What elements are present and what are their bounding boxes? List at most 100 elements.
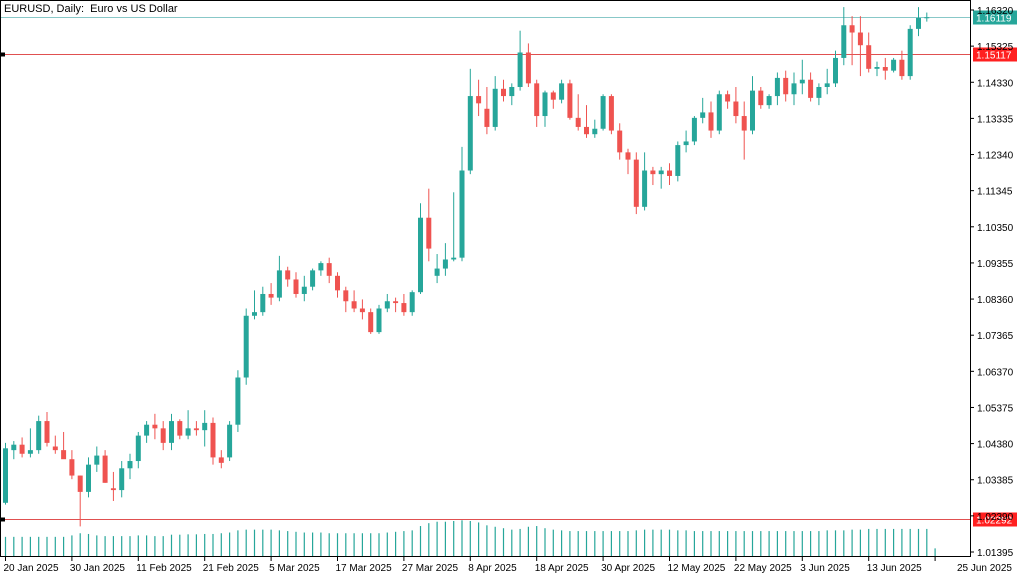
candle-body bbox=[808, 79, 814, 98]
candle-body bbox=[783, 77, 789, 95]
x-tick-label: 18 Apr 2025 bbox=[535, 563, 589, 574]
x-tick-label: 3 Jun 2025 bbox=[800, 563, 850, 574]
candle-body bbox=[517, 52, 523, 87]
candle-body bbox=[642, 170, 648, 207]
candle-body bbox=[210, 422, 216, 458]
candle-body bbox=[592, 128, 598, 135]
x-tick-label: 30 Apr 2025 bbox=[601, 563, 655, 574]
candle-body bbox=[534, 83, 540, 117]
candle-body bbox=[102, 455, 108, 483]
candle-body bbox=[484, 108, 490, 127]
candle-body bbox=[575, 117, 581, 127]
candle-body bbox=[27, 450, 33, 454]
candle-body bbox=[86, 464, 91, 492]
candle-body bbox=[202, 422, 208, 431]
candle-body bbox=[501, 88, 506, 97]
x-tick-label: 8 Apr 2025 bbox=[468, 563, 517, 574]
candle-body bbox=[700, 112, 706, 118]
candle-body bbox=[725, 94, 731, 102]
candle-body bbox=[866, 45, 872, 69]
candle-body bbox=[326, 263, 332, 276]
candle-body bbox=[335, 275, 340, 291]
candle-body bbox=[799, 79, 805, 84]
candle-body bbox=[658, 170, 664, 175]
candle-body bbox=[61, 450, 67, 460]
y-tick-label: 1.03385 bbox=[977, 476, 1014, 487]
candle-body bbox=[185, 428, 191, 436]
candle-body bbox=[766, 96, 772, 106]
candle-body bbox=[459, 170, 465, 258]
x-tick-label: 11 Feb 2025 bbox=[136, 563, 192, 574]
x-tick-label: 25 Jun 2025 bbox=[957, 563, 1012, 574]
candles bbox=[3, 7, 930, 527]
x-tick-label: 17 Mar 2025 bbox=[336, 563, 393, 574]
candle-body bbox=[11, 444, 17, 451]
time-axis: 20 Jan 2025 30 Jan 2025 11 Feb 2025 21 Feb … bbox=[4, 557, 1012, 574]
x-tick-label: 5 Mar 2025 bbox=[269, 563, 320, 574]
candle-body bbox=[351, 301, 357, 309]
line-anchor-marker bbox=[1, 52, 5, 57]
candle-body bbox=[252, 312, 257, 316]
candle-body bbox=[758, 90, 764, 106]
candle-body bbox=[426, 217, 432, 249]
horizontal-lines bbox=[0, 17, 970, 522]
candle-body bbox=[650, 170, 656, 175]
y-tick-label: 1.09355 bbox=[977, 259, 1014, 270]
candle-body bbox=[177, 421, 183, 436]
price-label-box bbox=[973, 47, 1017, 62]
price-label: 1.15117 bbox=[976, 51, 1012, 62]
candle-body bbox=[77, 475, 83, 492]
candle-body bbox=[891, 59, 897, 71]
x-tick-label: 13 Jun 2025 bbox=[867, 563, 922, 574]
volume-bars bbox=[4, 520, 936, 557]
candle-body bbox=[741, 116, 747, 131]
candle-body bbox=[268, 293, 274, 298]
y-tick-label: 1.06370 bbox=[977, 367, 1014, 378]
current-price-box bbox=[973, 10, 1017, 25]
y-tick-label: 1.13335 bbox=[977, 114, 1014, 125]
candle-body bbox=[608, 96, 614, 131]
candle-body bbox=[542, 92, 548, 117]
y-tick-label: 1.07365 bbox=[977, 331, 1014, 342]
candle-body bbox=[301, 286, 307, 294]
candle-body bbox=[110, 488, 116, 491]
candle-body bbox=[584, 126, 589, 135]
candle-body bbox=[368, 312, 374, 333]
x-tick-label: 20 Jan 2025 bbox=[4, 563, 59, 574]
y-tick-label: 1.16320 bbox=[977, 6, 1014, 17]
candle-body bbox=[916, 17, 921, 29]
current-price-label: 1.16119 bbox=[976, 14, 1012, 25]
candle-body bbox=[260, 293, 266, 313]
y-tick-label: 1.15325 bbox=[977, 42, 1014, 53]
candle-body bbox=[708, 112, 714, 131]
candle-body bbox=[19, 444, 25, 454]
candle-body bbox=[152, 424, 158, 429]
candle-body bbox=[716, 94, 722, 131]
candle-body bbox=[467, 96, 473, 171]
candle-body bbox=[135, 435, 141, 462]
candle-body bbox=[509, 86, 515, 97]
candle-body bbox=[160, 428, 166, 443]
candle-body bbox=[36, 421, 42, 451]
candle-body bbox=[401, 303, 407, 313]
y-tick-label: 1.02390 bbox=[977, 512, 1014, 523]
candle-body bbox=[318, 263, 324, 271]
candle-body bbox=[393, 301, 399, 304]
candle-body bbox=[882, 67, 888, 71]
x-tick-label: 22 May 2025 bbox=[734, 563, 792, 574]
candle-body bbox=[617, 130, 623, 153]
candle-body bbox=[849, 25, 855, 33]
candle-body bbox=[492, 88, 498, 127]
candle-body bbox=[625, 152, 631, 160]
y-tick-label: 1.11345 bbox=[977, 187, 1013, 198]
candle-body bbox=[857, 32, 863, 46]
candle-body bbox=[733, 101, 739, 117]
candle-body bbox=[434, 268, 440, 276]
candle-body bbox=[451, 257, 457, 260]
price-label: 1.02292 bbox=[976, 516, 1013, 527]
candle-body bbox=[550, 92, 556, 100]
candle-body bbox=[193, 428, 199, 431]
